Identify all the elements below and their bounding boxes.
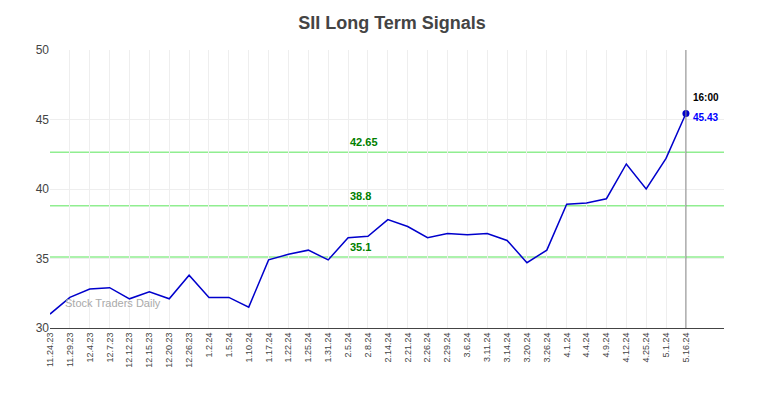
svg-text:1.22.24: 1.22.24 <box>283 333 293 363</box>
svg-text:4.9.24: 4.9.24 <box>601 333 611 358</box>
svg-text:1.17.24: 1.17.24 <box>264 333 274 363</box>
svg-text:16:00: 16:00 <box>693 92 719 103</box>
svg-text:3.14.24: 3.14.24 <box>502 333 512 363</box>
svg-text:3.20.24: 3.20.24 <box>522 333 532 363</box>
svg-text:35.1: 35.1 <box>350 241 371 253</box>
svg-text:1.31.24: 1.31.24 <box>323 333 333 363</box>
svg-text:12.4.23: 12.4.23 <box>85 333 95 363</box>
svg-text:3.6.24: 3.6.24 <box>462 333 472 358</box>
svg-text:12.20.23: 12.20.23 <box>164 333 174 368</box>
svg-text:2.8.24: 2.8.24 <box>363 333 373 358</box>
svg-text:3.26.24: 3.26.24 <box>542 333 552 363</box>
svg-text:12.7.23: 12.7.23 <box>105 333 115 363</box>
svg-text:2.29.24: 2.29.24 <box>442 333 452 363</box>
svg-text:12.26.23: 12.26.23 <box>184 333 194 368</box>
svg-text:4.1.24: 4.1.24 <box>562 333 572 358</box>
svg-text:Stock Traders Daily: Stock Traders Daily <box>65 297 161 309</box>
svg-text:45: 45 <box>36 113 50 127</box>
svg-text:50: 50 <box>36 43 50 57</box>
svg-text:45.43: 45.43 <box>693 112 718 123</box>
svg-text:1.10.24: 1.10.24 <box>244 333 254 363</box>
svg-text:2.26.24: 2.26.24 <box>423 333 433 363</box>
svg-text:35: 35 <box>36 252 50 266</box>
svg-text:1.25.24: 1.25.24 <box>303 333 313 363</box>
svg-text:1.2.24: 1.2.24 <box>204 333 214 358</box>
svg-text:4.25.24: 4.25.24 <box>641 333 651 363</box>
svg-text:30: 30 <box>36 321 50 335</box>
svg-text:11.24.23: 11.24.23 <box>45 333 55 367</box>
svg-text:2.5.24: 2.5.24 <box>343 333 353 358</box>
svg-text:12.15.23: 12.15.23 <box>144 333 154 368</box>
svg-text:SII Long Term Signals: SII Long Term Signals <box>298 13 486 33</box>
svg-text:4.12.24: 4.12.24 <box>621 333 631 363</box>
svg-text:5.16.24: 5.16.24 <box>681 333 691 363</box>
svg-text:12.12.23: 12.12.23 <box>124 333 134 368</box>
svg-text:42.65: 42.65 <box>350 136 378 148</box>
svg-text:2.21.24: 2.21.24 <box>403 333 413 363</box>
svg-text:38.8: 38.8 <box>350 190 371 202</box>
svg-text:1.5.24: 1.5.24 <box>224 333 234 358</box>
svg-text:11.29.23: 11.29.23 <box>65 333 75 367</box>
svg-text:40: 40 <box>36 182 50 196</box>
svg-text:4.4.24: 4.4.24 <box>581 333 591 358</box>
svg-text:2.14.24: 2.14.24 <box>383 333 393 363</box>
svg-text:5.1.24: 5.1.24 <box>661 333 671 358</box>
svg-text:3.11.24: 3.11.24 <box>482 333 492 362</box>
